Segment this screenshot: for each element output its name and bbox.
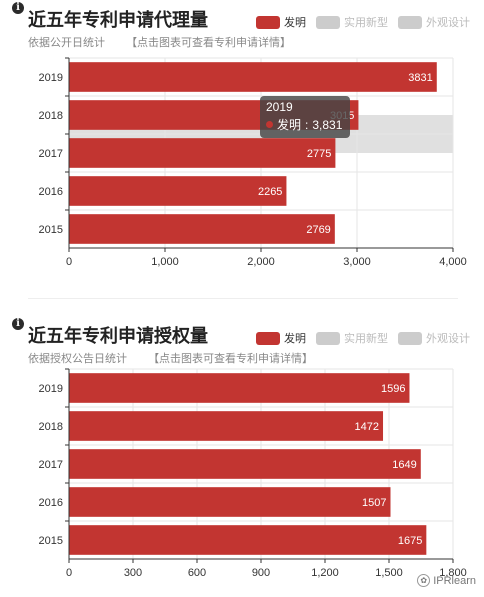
legend-item-utility-model[interactable]: 实用新型 xyxy=(316,14,388,30)
x-tick-label: 2,000 xyxy=(247,256,275,268)
details-link[interactable]: 【点击图表可查看专利申请详情】 xyxy=(126,37,292,49)
tooltip-colon: : xyxy=(305,117,309,132)
info-icon[interactable]: i xyxy=(12,2,24,14)
legend-item-design[interactable]: 外观设计 xyxy=(398,330,470,346)
x-tick-label: 1,200 xyxy=(311,567,339,579)
y-category-label: 2018 xyxy=(39,110,63,122)
y-category-label: 2015 xyxy=(39,224,63,236)
x-tick-label: 3,000 xyxy=(343,256,371,268)
x-tick-label: 1,000 xyxy=(151,256,179,268)
y-category-label: 2017 xyxy=(39,148,63,160)
x-tick-label: 600 xyxy=(188,567,206,579)
bar-value-label: 1472 xyxy=(355,421,379,433)
bar-value-label: 1596 xyxy=(381,383,405,395)
legend-label: 实用新型 xyxy=(344,333,388,345)
legend-swatch xyxy=(398,15,422,29)
bar-value-label: 3831 xyxy=(408,72,432,84)
y-category-label: 2016 xyxy=(39,497,63,509)
subtitle-text: 依据公开日统计 xyxy=(28,37,105,49)
bar-value-label: 1507 xyxy=(362,497,386,509)
legend-item-utility-model[interactable]: 实用新型 xyxy=(316,330,388,346)
bar[interactable] xyxy=(69,138,336,168)
legend: 发明 实用新型 外观设计 xyxy=(256,14,470,30)
legend-label: 外观设计 xyxy=(426,333,470,345)
chart-tooltip: 2019 发明: 3,831 xyxy=(260,96,350,138)
chart-panel-agency: i 近五年专利申请代理量 依据公开日统计 【点击图表可查看专利申请详情】 发明 … xyxy=(0,0,484,300)
chart-subtitle: 依据公开日统计 【点击图表可查看专利申请详情】 xyxy=(28,34,291,50)
bar-value-label: 2769 xyxy=(306,224,330,236)
series-dot-icon xyxy=(266,121,273,128)
legend-item-design[interactable]: 外观设计 xyxy=(398,14,470,30)
bar-value-label: 2775 xyxy=(307,148,331,160)
legend-item-invention[interactable]: 发明 xyxy=(256,330,306,346)
wechat-icon: ✿ xyxy=(417,574,431,587)
y-category-label: 2019 xyxy=(39,72,63,84)
y-category-label: 2016 xyxy=(39,186,63,198)
legend-label: 发明 xyxy=(284,17,306,29)
tooltip-series: 发明 xyxy=(277,118,302,132)
bar[interactable] xyxy=(69,373,410,403)
bar[interactable] xyxy=(69,525,427,555)
bar[interactable] xyxy=(69,62,437,92)
x-tick-label: 1,800 xyxy=(439,567,467,579)
tooltip-year: 2019 xyxy=(266,100,293,114)
bar[interactable] xyxy=(69,487,391,517)
legend-swatch xyxy=(256,15,280,29)
legend-label: 外观设计 xyxy=(426,17,470,29)
x-tick-label: 1,500 xyxy=(375,567,403,579)
chart-panel-granted: i 近五年专利申请授权量 依据授权公告日统计 【点击图表可查看专利申请详情】 发… xyxy=(0,316,484,597)
tooltip-value: 3,831 xyxy=(312,117,343,132)
bar[interactable] xyxy=(69,411,384,441)
legend-swatch xyxy=(256,331,280,345)
y-category-label: 2015 xyxy=(39,535,63,547)
panel-divider xyxy=(28,298,458,299)
x-tick-label: 300 xyxy=(124,567,142,579)
chart-subtitle: 依据授权公告日统计 【点击图表可查看专利申请详情】 xyxy=(28,350,313,366)
bar[interactable] xyxy=(69,176,287,206)
bar-value-label: 1649 xyxy=(392,459,416,471)
legend-label: 实用新型 xyxy=(344,17,388,29)
legend-label: 发明 xyxy=(284,333,306,345)
x-tick-label: 0 xyxy=(66,567,72,579)
x-tick-label: 4,000 xyxy=(439,256,467,268)
y-category-label: 2018 xyxy=(39,421,63,433)
chart-title: 近五年专利申请授权量 xyxy=(28,326,208,346)
x-tick-label: 0 xyxy=(66,256,72,268)
y-category-label: 2017 xyxy=(39,459,63,471)
bar[interactable] xyxy=(69,214,335,244)
legend-swatch xyxy=(316,331,340,345)
info-icon[interactable]: i xyxy=(12,318,24,330)
tooltip-row: 发明: 3,831 xyxy=(266,116,344,133)
watermark: ✿ IPRlearn xyxy=(417,574,476,587)
bar-chart-agency[interactable]: 01,0002,0003,0004,0003831201930152018277… xyxy=(0,0,484,300)
details-link[interactable]: 【点击图表可查看专利申请详情】 xyxy=(148,353,314,365)
legend-swatch xyxy=(398,331,422,345)
bar-chart-granted[interactable]: 0 300 600 900 1,200 1,500 1,800 1596 2019 1472 201… xyxy=(0,316,484,597)
legend-swatch xyxy=(316,15,340,29)
bar-value-label: 2265 xyxy=(258,186,282,198)
legend-item-invention[interactable]: 发明 xyxy=(256,14,306,30)
bar-value-label: 1675 xyxy=(398,535,422,547)
legend: 发明 实用新型 外观设计 xyxy=(256,330,470,346)
subtitle-text: 依据授权公告日统计 xyxy=(28,353,127,365)
watermark-text: IPRlearn xyxy=(433,574,476,587)
chart-title: 近五年专利申请代理量 xyxy=(28,10,208,30)
y-category-label: 2019 xyxy=(39,383,63,395)
x-tick-label: 900 xyxy=(252,567,270,579)
bar[interactable] xyxy=(69,449,421,479)
